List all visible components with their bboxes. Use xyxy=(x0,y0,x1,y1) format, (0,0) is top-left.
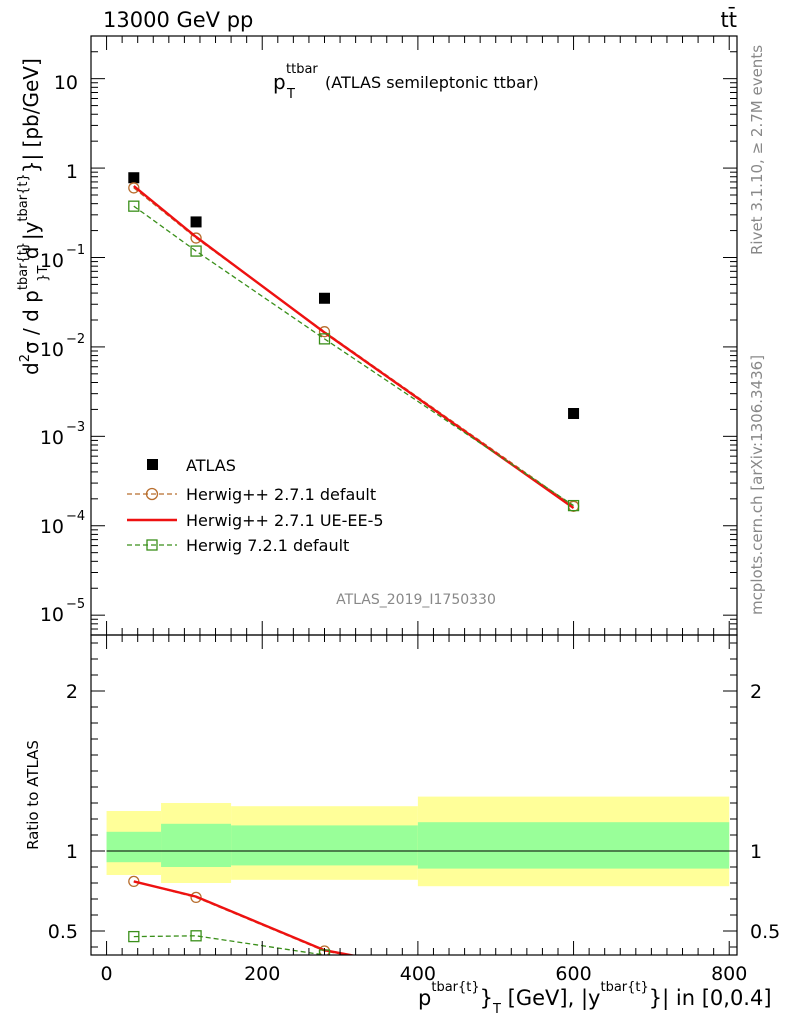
y-tick-label-1e-5: 10 −5 xyxy=(40,597,85,626)
svg-text:−3: −3 xyxy=(66,420,85,435)
main-series-3-point xyxy=(567,499,580,512)
main-series-3-point xyxy=(318,333,331,345)
main-series-1-point xyxy=(128,182,140,194)
ratio-series-1-line xyxy=(133,880,357,955)
svg-text:ptbar{t}}T [GeV], |ytbar{t}}|: ptbar{t}}T [GeV], |ytbar{t}}| in [0,0.4] xyxy=(418,980,772,1017)
ratio-y-tick-label: 0.5 xyxy=(48,921,78,943)
svg-text:−1: −1 xyxy=(66,243,85,258)
x-tick-label: 800 xyxy=(711,963,747,985)
main-y-tick-labels: 10 1 10 −1 10 −2 10 −3 10 −4 10 −5 xyxy=(40,72,85,626)
y-tick-label-1e-1: 10 −1 xyxy=(40,243,85,272)
ratio-band-inner xyxy=(161,823,232,867)
title-sup: ttbar xyxy=(286,62,318,77)
main-series-1-point xyxy=(318,326,331,338)
ratio-tick-labels: 0.5 0.5 1 1 2 2 0 200 400 600 800 xyxy=(48,681,780,985)
svg-text:10: 10 xyxy=(40,339,64,361)
legend-label-herwig-pp-default: Herwig++ 2.7.1 default xyxy=(186,485,376,504)
x-tick-label: 400 xyxy=(400,963,436,985)
mcplots-label: mcplots.cern.ch [arXiv:1306.3436] xyxy=(748,355,766,615)
ratio-plot-area xyxy=(106,796,730,955)
main-y-axis-label: d2σ / d ptbar{t}}T d |ytbar{t}}| [pb/GeV… xyxy=(16,58,51,375)
ratio-series-2-point xyxy=(190,930,202,942)
svg-text:10: 10 xyxy=(40,516,64,538)
ratio-y-tick-label-right: 0.5 xyxy=(750,921,780,943)
legend-item-herwig7-default: Herwig 7.2.1 default xyxy=(127,536,349,555)
x-tick-label: 0 xyxy=(101,963,113,985)
main-panel: p ttbar T (ATLAS semileptonic ttbar) ATL… xyxy=(16,35,738,636)
y-tick-label-1e-3: 10 −3 xyxy=(40,420,85,449)
ratio-series-2-point xyxy=(128,930,140,943)
x-tick-label: 600 xyxy=(555,963,591,985)
y-tick-label-1: 1 xyxy=(66,161,78,183)
atlas-data-point xyxy=(318,292,330,304)
main-series-2-line xyxy=(133,185,575,509)
ratio-band-inner xyxy=(231,825,418,866)
x-axis-label: ptbar{t}}T [GeV], |ytbar{t}}| in [0,0.4] xyxy=(418,980,772,1017)
main-series-1-point xyxy=(190,232,202,244)
legend-item-herwig-pp-ueee5: Herwig++ 2.7.1 UE-EE-5 xyxy=(127,511,384,530)
legend-item-atlas: ATLAS xyxy=(147,456,236,475)
legend: ATLAS Herwig++ 2.7.1 default Herwig++ 2.… xyxy=(127,456,384,555)
svg-text:−2: −2 xyxy=(66,332,85,347)
atlas-data-point xyxy=(128,172,140,184)
process-label: tt̄ xyxy=(721,7,737,32)
title-rest: (ATLAS semileptonic ttbar) xyxy=(325,73,539,92)
ratio-y-tick-label: 2 xyxy=(66,681,78,703)
ratio-y-tick-label-right: 2 xyxy=(750,681,762,703)
ratio-y-axis-label: Ratio to ATLAS xyxy=(24,740,42,850)
svg-text:−5: −5 xyxy=(66,597,85,612)
y-tick-label-1e-2: 10 −2 xyxy=(40,332,85,361)
x-tick-label: 200 xyxy=(244,963,280,985)
svg-text:10: 10 xyxy=(40,427,64,449)
y-tick-label-1e-4: 10 −4 xyxy=(40,509,85,538)
energy-label: 13000 GeV pp xyxy=(103,8,253,32)
main-plot-area xyxy=(128,172,580,512)
legend-label-herwig-pp-ueee5: Herwig++ 2.7.1 UE-EE-5 xyxy=(186,511,384,530)
legend-item-herwig-pp-default: Herwig++ 2.7.1 default xyxy=(127,485,376,504)
main-series-3-point xyxy=(190,245,202,257)
analysis-watermark: ATLAS_2019_I1750330 xyxy=(336,592,496,608)
legend-label-herwig7-default: Herwig 7.2.1 default xyxy=(186,536,349,555)
ratio-axis-ticks xyxy=(91,635,737,955)
legend-marker-atlas xyxy=(147,459,158,470)
svg-text:10: 10 xyxy=(40,604,64,626)
ratio-band-inner xyxy=(417,822,730,869)
title-main: p xyxy=(273,70,286,94)
rivet-label: Rivet 3.1.10, ≥ 2.7M events xyxy=(748,45,766,255)
ratio-frame xyxy=(90,634,738,956)
svg-text:−4: −4 xyxy=(66,509,85,524)
ratio-panel: Ratio to ATLAS 0.5 0.5 1 1 2 2 0 200 400 600 800 p… xyxy=(24,634,780,1017)
atlas-data-point xyxy=(568,408,580,420)
ratio-y-tick-label: 1 xyxy=(66,841,78,863)
main-series-3-line xyxy=(133,205,574,507)
svg-text:10: 10 xyxy=(40,250,64,272)
ratio-band-inner xyxy=(106,831,162,863)
ratio-y-tick-label-right: 1 xyxy=(750,841,762,863)
legend-marker-herwig7-default xyxy=(146,539,158,551)
atlas-data-point xyxy=(190,216,202,228)
legend-label-atlas: ATLAS xyxy=(186,456,236,475)
y-tick-label-10: 10 xyxy=(54,72,78,94)
svg-text:d2σ / d ptbar{t}}T d |ytbar{t}: d2σ / d ptbar{t}}T d |ytbar{t}}| [pb/GeV… xyxy=(16,58,51,375)
main-series-3-point xyxy=(128,200,140,212)
title-sub: T xyxy=(286,87,295,102)
main-title: p ttbar T (ATLAS semileptonic ttbar) xyxy=(273,62,539,102)
main-axis-ticks xyxy=(91,35,737,636)
legend-marker-herwig-pp-default xyxy=(145,487,159,501)
